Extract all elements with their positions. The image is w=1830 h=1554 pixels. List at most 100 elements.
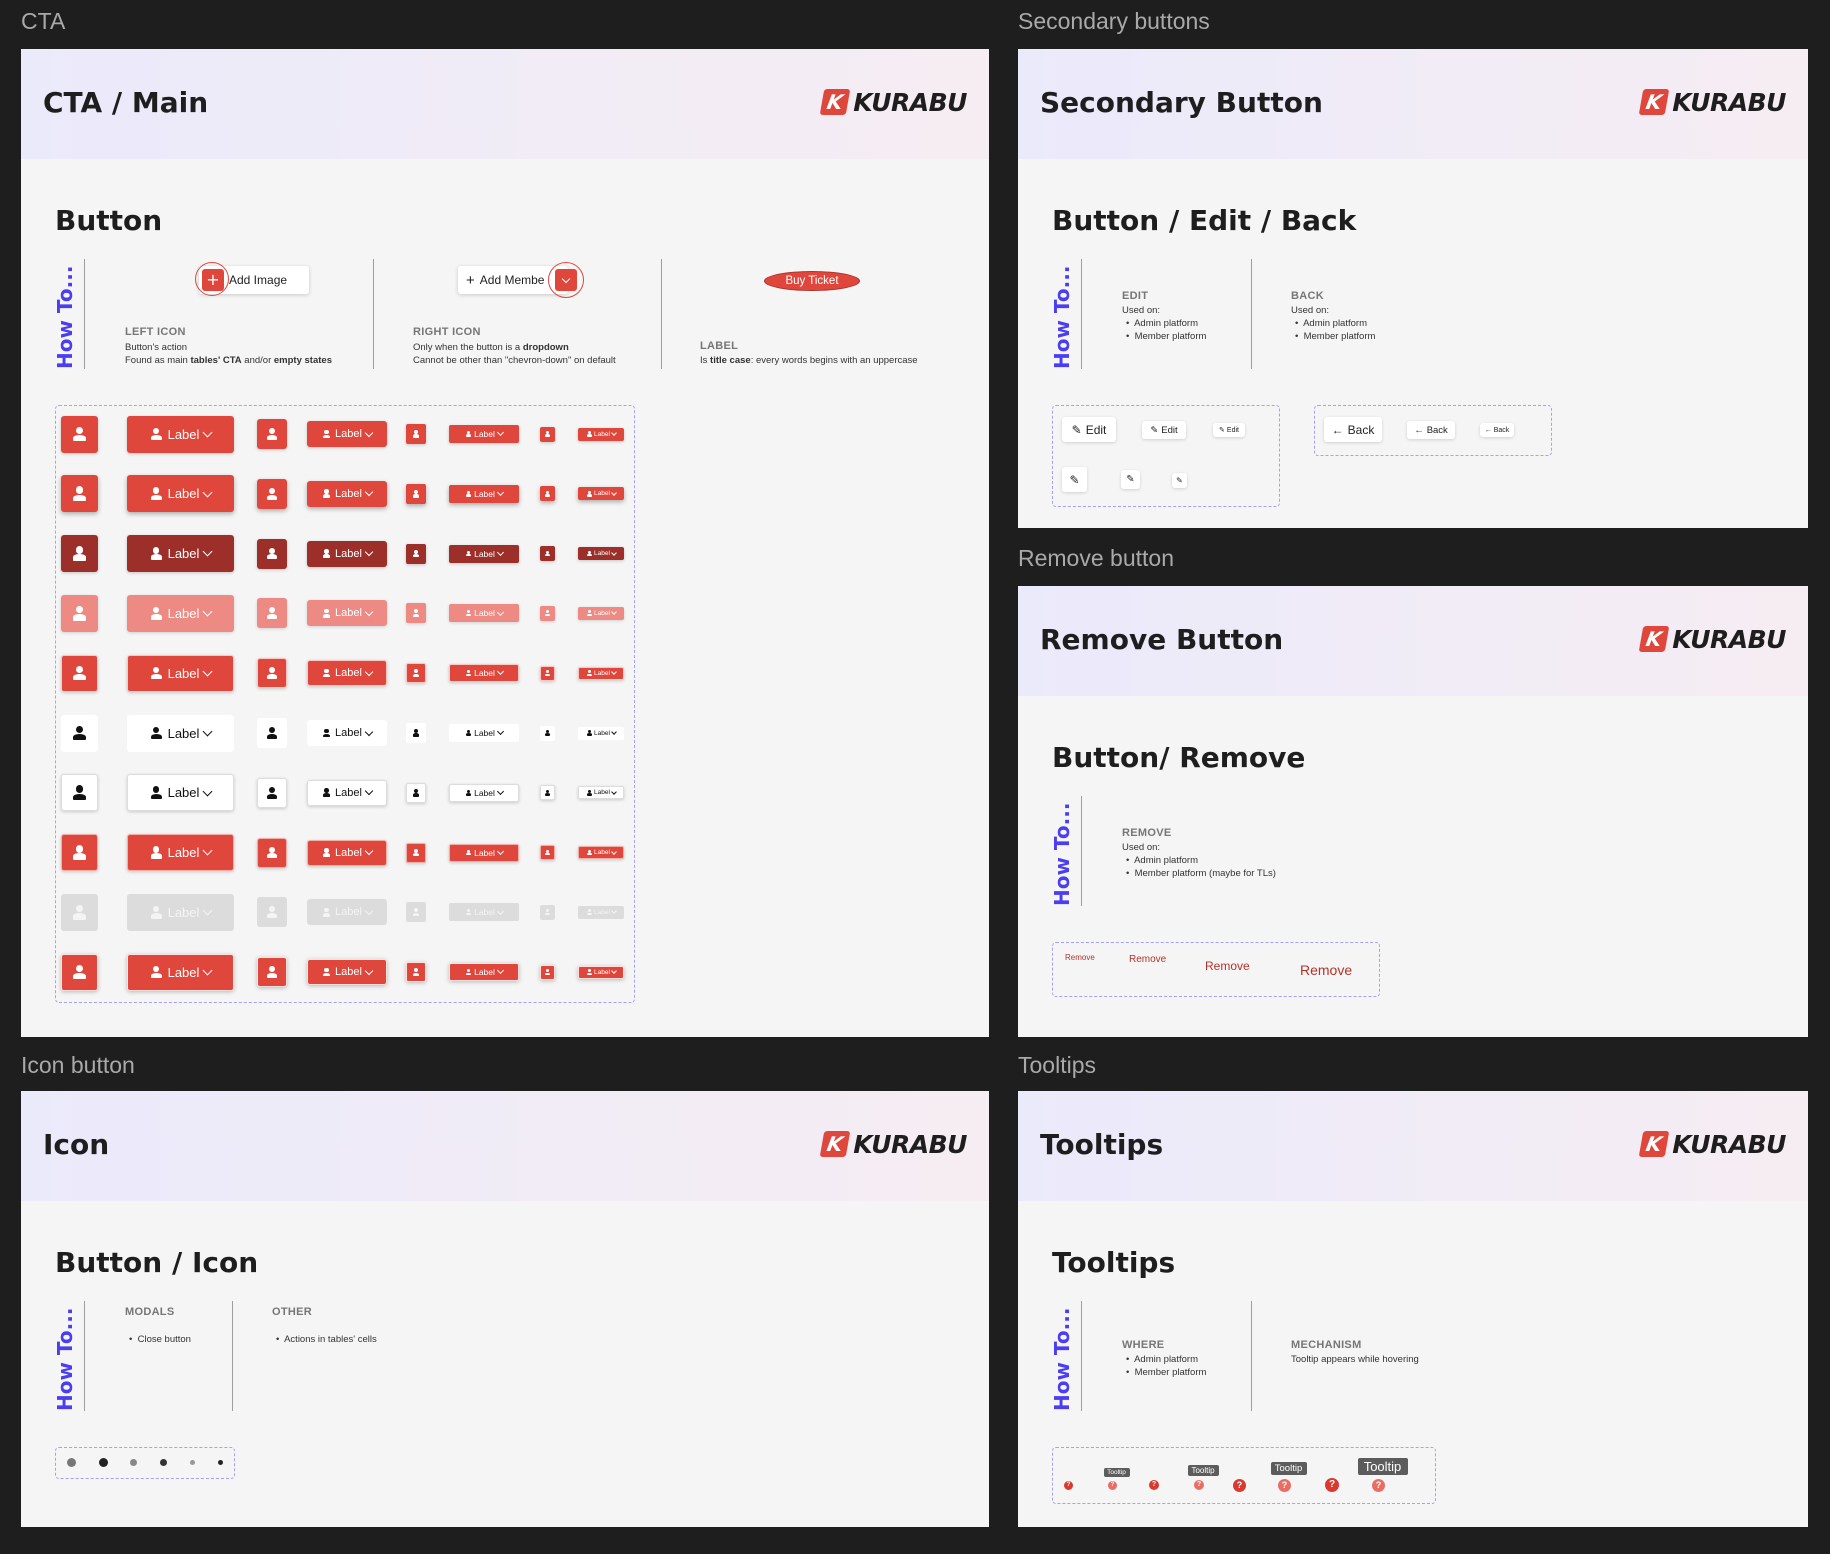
cta-icon-button[interactable] xyxy=(540,725,555,741)
cta-label-button[interactable]: Label xyxy=(127,834,234,872)
cta-label-button[interactable]: Label xyxy=(127,774,234,812)
cta-label-button[interactable]: Label xyxy=(578,786,624,800)
remove-link[interactable]: Remove xyxy=(1300,962,1353,978)
pencil-icon-button[interactable]: ✎ xyxy=(1062,467,1087,492)
remove-link[interactable]: Remove xyxy=(1205,959,1250,973)
cta-label-button[interactable]: Label xyxy=(127,953,234,991)
back-button[interactable]: ← Back xyxy=(1407,421,1455,439)
cta-label-button[interactable]: Label xyxy=(307,660,387,687)
cta-icon-button[interactable] xyxy=(406,842,426,863)
cta-label-button[interactable]: Label xyxy=(307,839,387,866)
cta-label-button[interactable]: Label xyxy=(449,724,519,742)
cta-icon-button[interactable] xyxy=(61,535,98,573)
cta-icon-button[interactable] xyxy=(406,424,426,444)
cta-icon-button[interactable] xyxy=(61,475,98,513)
cta-label-button[interactable]: Label xyxy=(127,594,234,632)
cta-label-button[interactable]: Label xyxy=(578,905,624,919)
cta-icon-button[interactable] xyxy=(406,962,426,983)
cta-icon-button[interactable] xyxy=(406,483,426,504)
cta-label-button[interactable]: Label xyxy=(449,425,519,443)
cta-icon-button[interactable] xyxy=(61,774,98,812)
cta-label-button[interactable]: Label xyxy=(127,415,234,453)
pencil-icon-button[interactable]: ✎ xyxy=(1121,470,1140,489)
close-icon[interactable] xyxy=(160,1459,167,1466)
cta-icon-button[interactable] xyxy=(257,957,287,988)
cta-icon-button[interactable] xyxy=(257,718,287,748)
cta-label-button[interactable]: Label xyxy=(578,487,624,501)
cta-icon-button[interactable] xyxy=(61,594,98,632)
cta-label-button[interactable]: Label xyxy=(307,720,387,746)
cta-label-button[interactable]: Label xyxy=(578,965,624,979)
help-icon[interactable]: ? xyxy=(1325,1478,1339,1492)
help-icon[interactable]: ? xyxy=(1372,1478,1385,1492)
cta-icon-button[interactable] xyxy=(257,837,287,868)
cta-label-button[interactable]: Label xyxy=(127,893,234,931)
cta-label-button[interactable]: Label xyxy=(449,903,519,922)
help-icon[interactable]: ? xyxy=(1149,1480,1159,1490)
cta-icon-button[interactable] xyxy=(257,658,287,689)
cta-icon-button[interactable] xyxy=(61,893,98,931)
back-button[interactable]: ← Back xyxy=(1480,423,1514,437)
cta-label-button[interactable]: Label xyxy=(307,480,387,507)
cta-label-button[interactable]: Label xyxy=(449,604,519,623)
cta-label-button[interactable]: Label xyxy=(127,535,234,573)
cta-icon-button[interactable] xyxy=(406,782,426,803)
cta-icon-button[interactable] xyxy=(540,546,555,562)
cta-icon-button[interactable] xyxy=(257,598,287,629)
cta-icon-button[interactable] xyxy=(540,785,555,801)
cta-label-button[interactable]: Label xyxy=(449,664,519,683)
cta-icon-button[interactable] xyxy=(61,654,98,692)
cta-label-button[interactable]: Label xyxy=(127,475,234,513)
edit-button[interactable]: ✎ Edit xyxy=(1062,417,1116,442)
pencil-icon-button[interactable]: ✎ xyxy=(1172,473,1187,488)
cta-label-button[interactable]: Label xyxy=(449,783,519,802)
help-icon[interactable]: ? xyxy=(1194,1480,1204,1490)
close-icon[interactable] xyxy=(67,1458,76,1467)
cta-icon-button[interactable] xyxy=(257,419,287,449)
buy-ticket-button[interactable]: Buy Ticket xyxy=(764,271,860,291)
cta-label-button[interactable]: Label xyxy=(307,600,387,627)
cta-icon-button[interactable] xyxy=(406,603,426,624)
cta-icon-button[interactable] xyxy=(257,478,287,509)
remove-link[interactable]: Remove xyxy=(1065,953,1095,962)
cta-icon-button[interactable] xyxy=(540,486,555,502)
cta-label-button[interactable]: Label xyxy=(307,959,387,986)
cta-label-button[interactable]: Label xyxy=(307,540,387,567)
cta-label-button[interactable]: Label xyxy=(578,666,624,680)
cta-label-button[interactable]: Label xyxy=(449,843,519,862)
cta-label-button[interactable]: Label xyxy=(127,654,234,692)
cta-icon-button[interactable] xyxy=(540,845,555,861)
cta-icon-button[interactable] xyxy=(406,902,426,923)
cta-icon-button[interactable] xyxy=(406,723,426,743)
cta-icon-button[interactable] xyxy=(257,538,287,569)
cta-icon-button[interactable] xyxy=(540,964,555,980)
cta-icon-button[interactable] xyxy=(61,953,98,991)
cta-label-button[interactable]: Label xyxy=(307,779,387,806)
close-icon[interactable] xyxy=(218,1460,223,1465)
edit-button[interactable]: ✎ Edit xyxy=(1142,421,1186,439)
cta-icon-button[interactable] xyxy=(257,777,287,808)
cta-label-button[interactable]: Label xyxy=(449,544,519,563)
cta-icon-button[interactable] xyxy=(540,426,555,442)
cta-icon-button[interactable] xyxy=(540,605,555,621)
help-icon[interactable]: ? xyxy=(1064,1480,1073,1490)
help-icon[interactable]: ? xyxy=(1278,1478,1291,1492)
cta-label-button[interactable]: Label xyxy=(578,547,624,561)
help-icon[interactable]: ? xyxy=(1233,1478,1246,1492)
cta-icon-button[interactable] xyxy=(406,663,426,684)
help-icon[interactable]: ? xyxy=(1108,1480,1117,1490)
cta-icon-button[interactable] xyxy=(540,904,555,920)
cta-icon-button[interactable] xyxy=(61,834,98,872)
cta-icon-button[interactable] xyxy=(61,714,98,752)
cta-label-button[interactable]: Label xyxy=(578,726,624,740)
cta-label-button[interactable]: Label xyxy=(578,606,624,620)
edit-button[interactable]: ✎ Edit xyxy=(1213,423,1245,437)
cta-label-button[interactable]: Label xyxy=(307,421,387,447)
cta-icon-button[interactable] xyxy=(540,665,555,681)
close-icon[interactable] xyxy=(190,1460,195,1465)
cta-icon-button[interactable] xyxy=(257,897,287,928)
cta-label-button[interactable]: Label xyxy=(578,427,624,441)
cta-label-button[interactable]: Label xyxy=(127,714,234,752)
cta-icon-button[interactable] xyxy=(61,415,98,453)
cta-label-button[interactable]: Label xyxy=(307,899,387,926)
